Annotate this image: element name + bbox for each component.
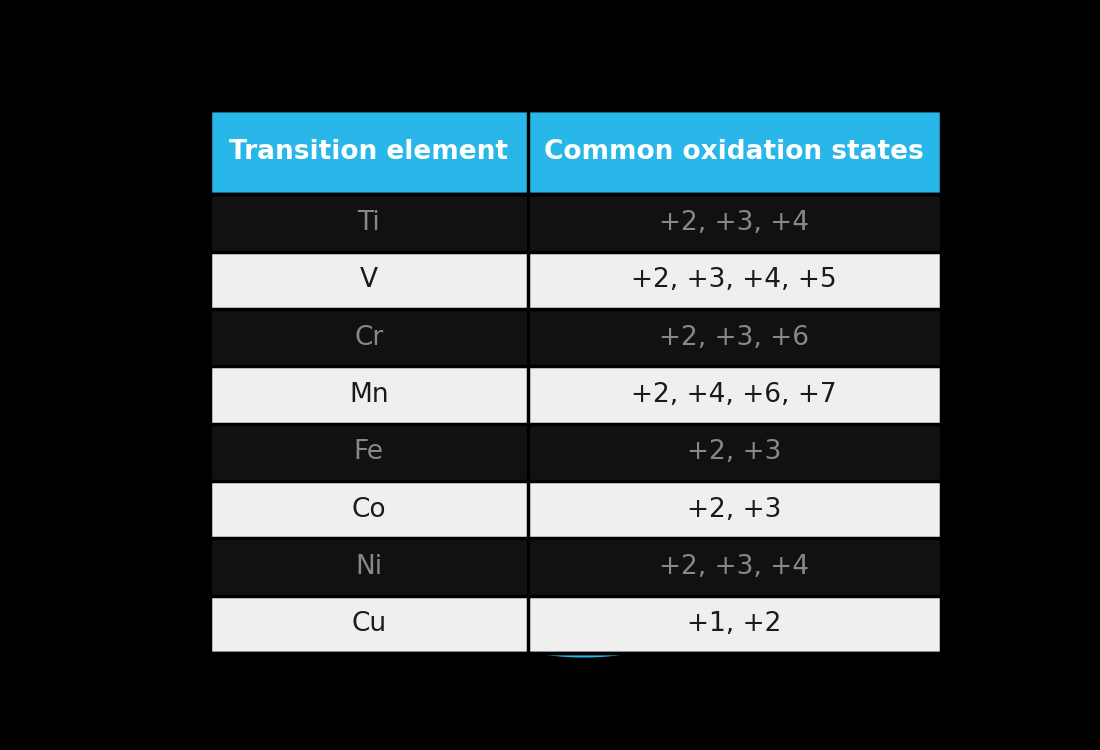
Text: +2, +3: +2, +3: [688, 440, 781, 466]
Text: +2, +3: +2, +3: [688, 496, 781, 523]
Bar: [210, 424, 528, 481]
Bar: [210, 596, 528, 653]
Polygon shape: [585, 124, 634, 148]
Bar: [528, 481, 940, 538]
Text: +2, +3, +4: +2, +3, +4: [659, 210, 810, 236]
Bar: [528, 538, 940, 596]
Bar: [528, 366, 940, 424]
Bar: [528, 424, 940, 481]
Bar: [210, 252, 528, 309]
Bar: [210, 194, 528, 252]
Bar: [210, 110, 528, 194]
Text: +2, +3, +4: +2, +3, +4: [659, 554, 810, 580]
Text: Cr: Cr: [354, 325, 384, 351]
Text: +2, +3, +4, +5: +2, +3, +4, +5: [631, 267, 837, 293]
Text: +2, +3, +6: +2, +3, +6: [659, 325, 810, 351]
Bar: [210, 366, 528, 424]
Bar: [528, 110, 940, 194]
Bar: [210, 309, 528, 366]
Text: Ti: Ti: [358, 210, 381, 236]
Bar: [528, 596, 940, 653]
Polygon shape: [414, 169, 460, 200]
Text: Cu: Cu: [351, 611, 386, 638]
Text: Transition element: Transition element: [230, 140, 508, 165]
Bar: [210, 538, 528, 596]
Text: Mn: Mn: [349, 382, 388, 408]
Bar: [528, 252, 940, 309]
Bar: [528, 309, 940, 366]
Text: +1, +2: +1, +2: [688, 611, 781, 638]
Text: Co: Co: [352, 496, 386, 523]
Text: Common oxidation states: Common oxidation states: [544, 140, 924, 165]
Text: Fe: Fe: [354, 440, 384, 466]
Bar: [210, 481, 528, 538]
Text: V: V: [360, 267, 378, 293]
Text: +2, +4, +6, +7: +2, +4, +6, +7: [631, 382, 837, 408]
Bar: [528, 194, 940, 252]
Text: Ni: Ni: [355, 554, 383, 580]
